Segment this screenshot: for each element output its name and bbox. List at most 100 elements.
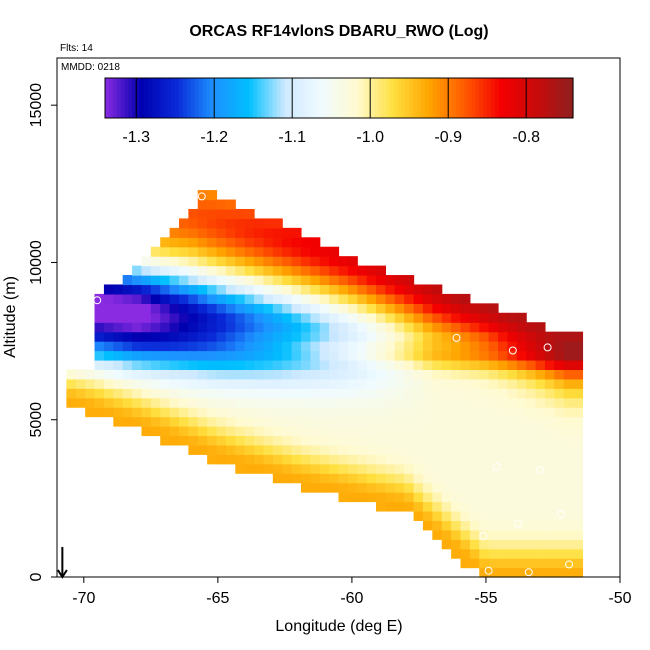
heatmap-cell-615 — [329, 407, 340, 418]
heatmap-cell-60 — [122, 369, 133, 380]
heatmap-cell-785 — [385, 275, 396, 286]
heatmap-cell-756 — [376, 303, 387, 314]
heatmap-cell-1186 — [526, 397, 537, 408]
heatmap-cell-79 — [132, 341, 143, 352]
heatmap-cell-1026 — [479, 567, 490, 578]
heatmap-cell-90 — [141, 407, 152, 418]
heatmap-cell-1078 — [488, 350, 499, 361]
heatmap-cell-1199 — [535, 529, 546, 540]
heatmap-cell-770 — [385, 416, 396, 427]
heatmap-cell-429 — [263, 359, 274, 370]
colorbar-swatch-15 — [163, 78, 168, 118]
flight-point-3 — [508, 346, 517, 355]
heatmap-cell-719 — [366, 407, 377, 418]
heatmap-cell-588 — [319, 416, 330, 427]
heatmap-cell-1175 — [526, 501, 537, 512]
heatmap-cell-1322 — [573, 359, 584, 370]
heatmap-cell-790 — [394, 463, 405, 474]
heatmap-cell-650 — [338, 331, 349, 342]
heatmap-cell-46 — [113, 359, 124, 370]
heatmap-cell-1094 — [498, 473, 508, 484]
flight-point-11 — [524, 568, 533, 577]
heatmap-cell-1202 — [535, 501, 546, 512]
heatmap-cell-328 — [225, 256, 236, 267]
heatmap-cell-339 — [235, 426, 246, 437]
heatmap-cell-669 — [347, 397, 358, 408]
colorbar-swatch-36 — [245, 78, 250, 118]
heatmap-cell-818 — [404, 435, 415, 446]
heatmap-cell-5 — [75, 388, 86, 399]
heatmap-cell-372 — [244, 378, 255, 389]
heatmap-cell-850 — [413, 378, 424, 389]
heatmap-cell-943 — [451, 529, 462, 540]
heatmap-cell-497 — [282, 246, 293, 257]
heatmap-cell-1131 — [507, 388, 518, 399]
heatmap-cell-43 — [113, 388, 124, 399]
flight-point-8 — [514, 519, 523, 528]
heatmap-cell-16 — [94, 378, 105, 389]
heatmap-cell-418 — [263, 463, 274, 474]
heatmap-cell-592 — [319, 378, 330, 389]
heatmap-cell-1091 — [498, 501, 508, 512]
heatmap-cell-673 — [347, 359, 358, 370]
heatmap-cell-1087 — [498, 539, 508, 550]
heatmap-cell-1207 — [535, 454, 546, 465]
heatmap-cell-908 — [432, 331, 443, 342]
heatmap-cell-685 — [357, 492, 368, 503]
heatmap-cell-491 — [282, 303, 293, 314]
colorbar-swatch-28 — [214, 78, 219, 118]
heatmap-cell-614 — [329, 416, 340, 427]
colorbar-swatch-72 — [385, 78, 391, 118]
heatmap-cell-191 — [178, 256, 189, 267]
heatmap-cell-868 — [422, 454, 433, 465]
heatmap-cell-85 — [132, 284, 143, 295]
heatmap-cell-961 — [451, 359, 462, 370]
heatmap-cell-401 — [254, 369, 265, 380]
heatmap-cell-869 — [422, 444, 433, 455]
heatmap-cell-273 — [207, 237, 218, 248]
colorbar-swatch-33 — [233, 78, 239, 118]
heatmap-cell-285 — [216, 397, 227, 408]
heatmap-cell-1323 — [573, 350, 584, 361]
heatmap-cell-4 — [75, 397, 86, 408]
colorbar-swatch-82 — [424, 78, 430, 118]
heatmap-cell-694 — [357, 407, 368, 418]
heatmap-cell-933 — [441, 359, 452, 370]
heatmap-cell-1043 — [479, 407, 490, 418]
colorbar-swatch-112 — [541, 78, 547, 118]
heatmap-cell-24 — [94, 303, 105, 314]
heatmap-cell-1320 — [573, 378, 584, 389]
colorbar-swatch-70 — [378, 78, 383, 118]
colorbar-swatch-5 — [124, 78, 129, 118]
heatmap-cell-810 — [394, 275, 405, 286]
heatmap-cell-666 — [347, 426, 358, 437]
plot-frame — [56, 57, 621, 578]
colorbar-swatch-21 — [186, 78, 192, 118]
heatmap-cell-1124 — [507, 454, 518, 465]
heatmap-cell-536 — [300, 397, 311, 408]
heatmap-cell-872 — [422, 416, 433, 427]
heatmap-cell-1312 — [573, 454, 584, 465]
heatmap-cell-509 — [291, 388, 302, 399]
colorbar-swatch-19 — [179, 78, 184, 118]
heatmap-cell-264 — [207, 322, 218, 333]
colorbar-swatch-96 — [479, 78, 484, 118]
heatmap-cell-710 — [366, 492, 377, 503]
colorbar-swatch-47 — [288, 78, 293, 118]
heatmap-cell-768 — [385, 435, 396, 446]
axes: -70 -65 -60 -55 -50 0 5000 10000 15000 — [28, 83, 632, 607]
heatmap-cell-921 — [441, 473, 452, 484]
heatmap-cell-970 — [460, 548, 471, 559]
heatmap-cell-809 — [394, 284, 405, 295]
heatmap-cell-192 — [178, 246, 189, 257]
heatmap-cell-453 — [272, 397, 283, 408]
heatmap-cell-900 — [432, 407, 443, 418]
heatmap-cell-504 — [291, 435, 302, 446]
heatmap-cell-561 — [310, 416, 321, 427]
heatmap-cell-436 — [263, 293, 274, 304]
heatmap-cell-1135 — [507, 350, 518, 361]
heatmap-cell-971 — [460, 539, 471, 550]
colorbar-swatch-0 — [105, 78, 110, 118]
heatmap-cell-856 — [413, 322, 424, 333]
heatmap-cell-1215 — [535, 378, 546, 389]
